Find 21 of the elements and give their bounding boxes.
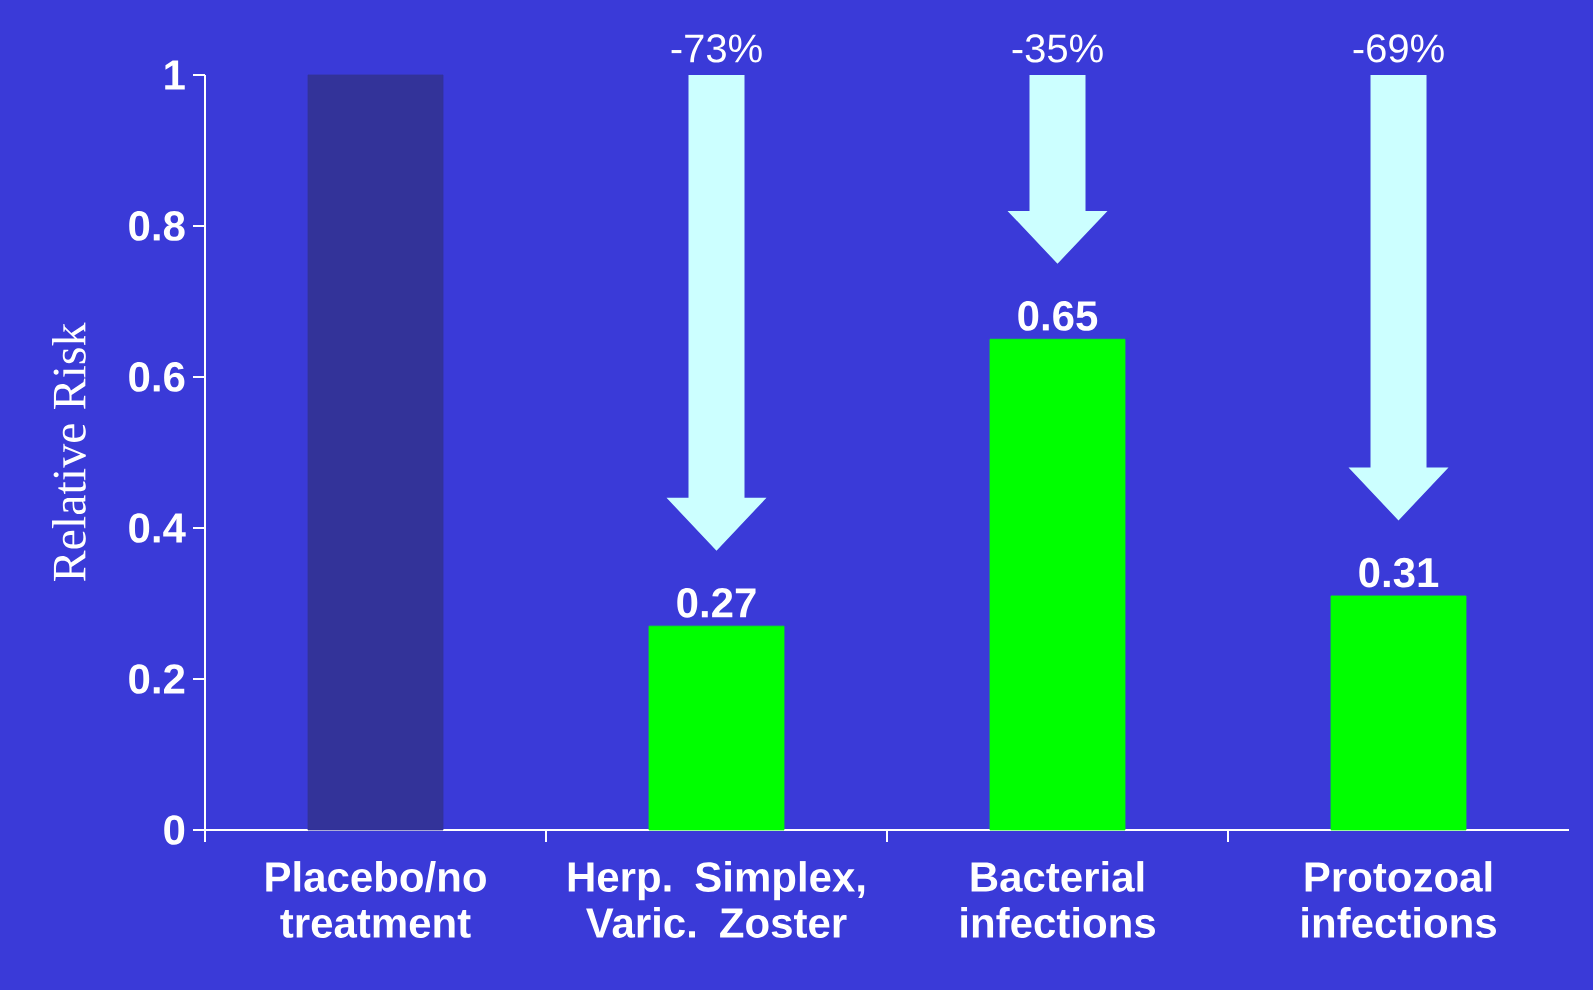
data-label: 0.27 [677, 588, 756, 618]
bar [989, 338, 1126, 831]
y-tick-label: 1 [165, 60, 185, 90]
text: -35% [1012, 34, 1103, 63]
y-tick-label: 0.8 [129, 211, 185, 241]
bar [648, 625, 785, 831]
data-label: 0.31 [1359, 557, 1439, 588]
x-tick-label: Herp. Simplex, Varic. Zoster [568, 861, 865, 938]
y-axis-title: Relative Risk [52, 322, 86, 582]
x-tick-label: Bacterial infections [961, 861, 1155, 938]
text: -73% [671, 34, 762, 63]
bar [1330, 595, 1467, 831]
text: -69% [1353, 34, 1444, 63]
y-tick-label: 0.4 [129, 513, 186, 543]
data-label: 0.65 [1018, 301, 1098, 331]
y-tick-label: 0.2 [129, 664, 185, 694]
x-tick-label: Protozoal infections [1302, 861, 1496, 938]
y-tick-label: 0 [164, 815, 185, 845]
bar [307, 74, 444, 831]
x-tick-label: Placebo/no treatment [266, 861, 486, 938]
y-tick-label: 0.6 [129, 362, 185, 392]
